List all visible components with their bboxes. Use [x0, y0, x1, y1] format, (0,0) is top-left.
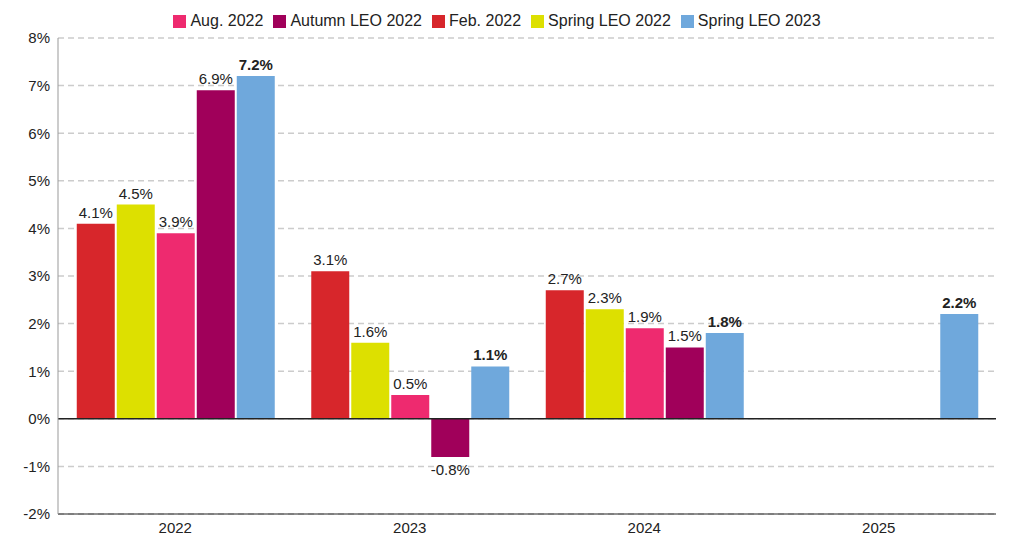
- html-text:Autumn LEO 2022: Autumn LEO 2022: [290, 12, 422, 29]
- svg-text:2022: 2022: [159, 519, 192, 536]
- svg-text:-0.8%: -0.8%: [431, 461, 470, 478]
- svg-text:3.1%: 3.1%: [313, 251, 347, 268]
- svg-text:1.1%: 1.1%: [473, 346, 507, 363]
- svg-text:6%: 6%: [28, 125, 50, 142]
- svg-text:2%: 2%: [28, 315, 50, 332]
- svg-text:3%: 3%: [28, 267, 50, 284]
- svg-text:2025: 2025: [862, 519, 895, 536]
- html-text:Spring LEO 2023: Spring LEO 2023: [697, 12, 821, 29]
- svg-text:-2%: -2%: [23, 505, 50, 522]
- svg-text:4.1%: 4.1%: [79, 204, 113, 221]
- svg-text:-1%: -1%: [23, 458, 50, 475]
- html-text:Aug. 2022: Aug. 2022: [190, 12, 264, 29]
- svg-text:1.6%: 1.6%: [353, 323, 387, 340]
- svg-text:5%: 5%: [28, 172, 50, 189]
- svg-text:4%: 4%: [28, 220, 50, 237]
- svg-text:2024: 2024: [628, 519, 661, 536]
- svg-text:1.5%: 1.5%: [668, 327, 702, 344]
- svg-text:1%: 1%: [28, 363, 50, 380]
- svg-text:4.5%: 4.5%: [119, 185, 153, 202]
- svg-text:7%: 7%: [28, 77, 50, 94]
- html-text:Spring LEO 2022: Spring LEO 2022: [548, 12, 671, 29]
- svg-text:2023: 2023: [393, 519, 426, 536]
- svg-text:0.5%: 0.5%: [393, 375, 427, 392]
- html-text:Feb. 2022: Feb. 2022: [449, 12, 522, 29]
- svg-text:2.3%: 2.3%: [588, 289, 622, 306]
- svg-text:1.8%: 1.8%: [708, 313, 742, 330]
- svg-text:7.2%: 7.2%: [239, 56, 273, 73]
- svg-text:0%: 0%: [28, 410, 50, 427]
- svg-text:6.9%: 6.9%: [199, 70, 233, 87]
- svg-text:8%: 8%: [28, 29, 50, 46]
- svg-text:2.7%: 2.7%: [548, 270, 582, 287]
- svg-text:2.2%: 2.2%: [942, 294, 976, 311]
- svg-text:3.9%: 3.9%: [159, 213, 193, 230]
- svg-text:1.9%: 1.9%: [628, 308, 662, 325]
